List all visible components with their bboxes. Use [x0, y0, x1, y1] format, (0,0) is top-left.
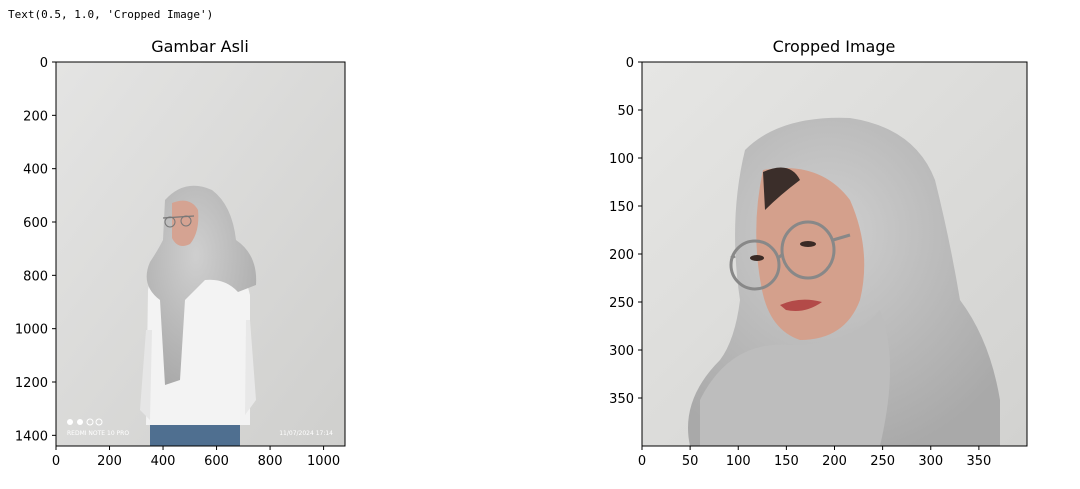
x-tick-label: 1000 [307, 454, 340, 469]
x-tick-label: 350 [966, 454, 991, 469]
axis-ticks: 0 50 100 150 200 250 300 350 0 50 100 150 200 250 300 3… [609, 56, 991, 469]
portrait-photo-cropped-icon [642, 62, 1027, 446]
y-tick-label: 800 [23, 269, 48, 284]
y-tick-label: 350 [609, 392, 634, 407]
watermark-device: REDMI NOTE 10 PRO [67, 430, 129, 437]
y-tick-label: 1400 [15, 429, 48, 444]
y-tick-label: 50 [617, 104, 634, 119]
y-tick-label: 200 [609, 248, 634, 263]
y-tick-label: 150 [609, 200, 634, 215]
y-tick-label: 100 [609, 152, 634, 167]
y-tick-label: 250 [609, 296, 634, 311]
y-tick-label: 0 [626, 56, 634, 71]
x-tick-label: 0 [638, 454, 646, 469]
y-tick-label: 1200 [15, 376, 48, 391]
y-tick-label: 300 [609, 344, 634, 359]
y-tick-label: 600 [23, 216, 48, 231]
axes-frame [55, 61, 346, 447]
panel-title: Gambar Asli [151, 37, 249, 56]
x-tick-label: 150 [774, 454, 799, 469]
y-tick-label: 1000 [15, 323, 48, 338]
x-tick-label: 800 [258, 454, 283, 469]
panel-title: Cropped Image [773, 37, 896, 56]
y-tick-label: 400 [23, 163, 48, 178]
axis-ticks: 0 200 400 600 800 1000 0 200 400 600 800 1000 1200 14… [15, 56, 340, 469]
y-tick-label: 0 [40, 56, 48, 71]
x-tick-label: 0 [52, 454, 60, 469]
x-tick-label: 200 [822, 454, 847, 469]
x-tick-label: 400 [151, 454, 176, 469]
x-tick-label: 250 [870, 454, 895, 469]
x-tick-label: 600 [204, 454, 229, 469]
portrait-photo-full-icon: REDMI NOTE 10 PRO 11/07/2024 17:14 [56, 62, 345, 446]
x-tick-label: 200 [97, 454, 122, 469]
x-tick-label: 300 [918, 454, 943, 469]
y-tick-label: 200 [23, 109, 48, 124]
cell-output-text: Text(0.5, 1.0, 'Cropped Image') [8, 8, 214, 21]
watermark-timestamp: 11/07/2024 17:14 [279, 430, 333, 437]
x-tick-label: 100 [726, 454, 751, 469]
panel-original: Gambar Asli REDMI NOTE 10 PRO 11/07/2024… [15, 37, 346, 469]
x-tick-label: 50 [682, 454, 699, 469]
